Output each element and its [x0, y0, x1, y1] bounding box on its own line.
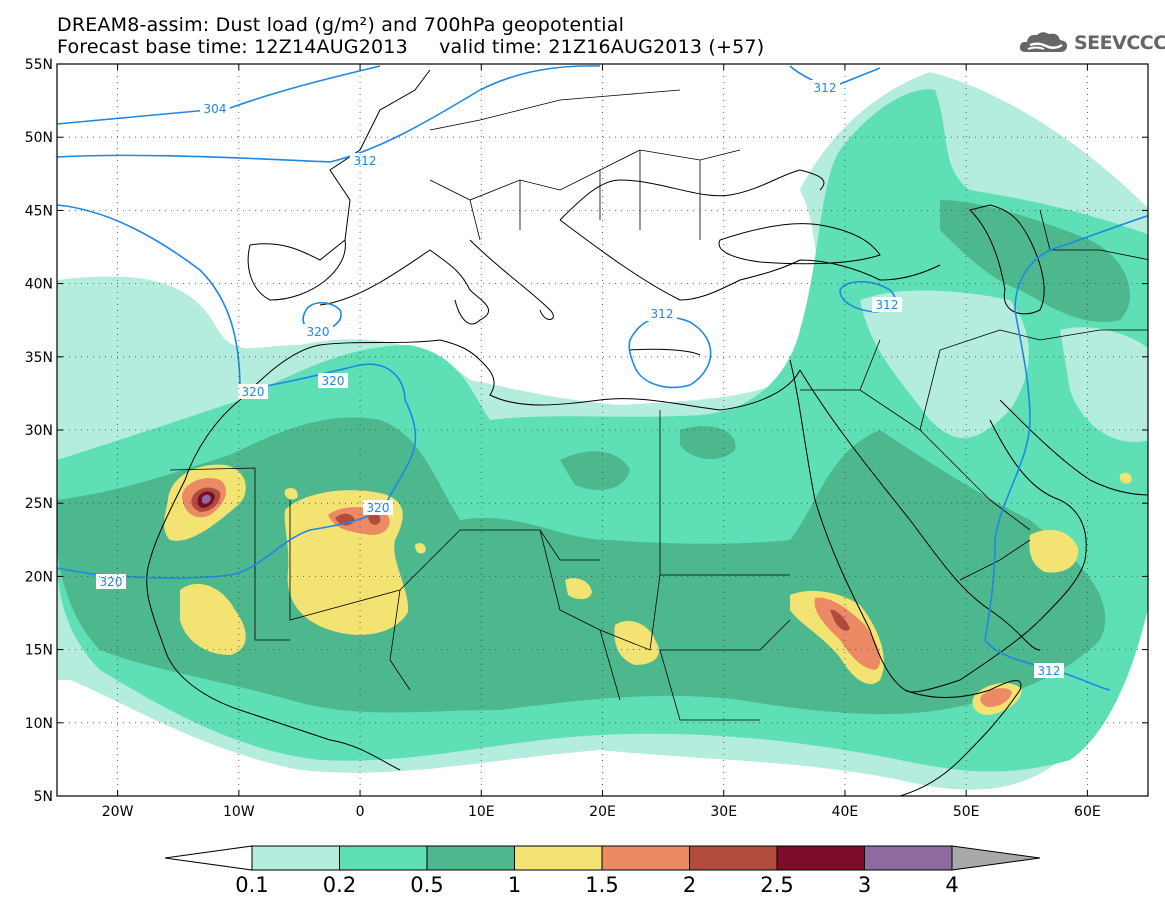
- coastline-arabia-east: [904, 419, 1087, 693]
- lat-label: 10N: [25, 716, 53, 732]
- colorbar-box: [251, 845, 340, 871]
- dust-region-0.5-egypt: [680, 426, 736, 460]
- dust-region-0.1-east: [860, 290, 1029, 439]
- colorbar-label: 4: [945, 873, 958, 897]
- contour-label: 320: [242, 385, 265, 399]
- lat-label: 40N: [25, 277, 53, 293]
- logo-text: SEEVCCC: [1074, 32, 1165, 54]
- contour-label: 312: [354, 154, 377, 168]
- cloud-icon: [1019, 32, 1068, 52]
- lon-label: 30E: [710, 804, 737, 820]
- coastline-crete: [629, 348, 701, 356]
- colorbar-box: [864, 845, 953, 871]
- coastline-africa-north: [239, 339, 801, 411]
- lon-label: 10E: [468, 804, 495, 820]
- axis-ticks: [57, 63, 1148, 797]
- colorbar-box: [514, 845, 603, 871]
- graticule: [57, 64, 1148, 796]
- longitude-labels: 20W 10W 0 10E 20E 30E 40E 50E 60E: [102, 804, 1101, 820]
- dust-region-3.0: [202, 494, 211, 504]
- colorbar-box: [339, 845, 428, 871]
- contour-label: 320: [100, 575, 123, 589]
- dust-region-1.5-sudan: [814, 597, 881, 670]
- lat-label: 35N: [25, 350, 53, 366]
- borders-africa: [169, 410, 791, 721]
- dust-field: [57, 72, 1148, 790]
- dust-region-1.0-oman: [1029, 529, 1079, 573]
- lat-label: 45N: [25, 203, 53, 219]
- coastlines: [146, 69, 1148, 796]
- colorbar-label: 2.5: [760, 873, 793, 897]
- colorbar-label: 0.5: [410, 873, 443, 897]
- dust-region-0.1-iran: [1060, 327, 1148, 442]
- borders-middle-east: [800, 209, 1148, 581]
- colorbar-label: 1: [508, 873, 521, 897]
- colorbar-box: [601, 845, 690, 871]
- title-line-2: Forecast base time: 12Z14AUG2013 valid t…: [57, 36, 765, 58]
- dust-region-1.5-somalia: [980, 688, 1012, 708]
- coastline-red-sea: [789, 359, 1041, 691]
- contour-312-north: [57, 65, 601, 163]
- latitude-labels: 5N 10N 15N 20N 25N 30N 35N 40N 45N 50N 55N: [25, 57, 53, 805]
- colorbar-label: 3: [858, 873, 871, 897]
- dust-region-0.5-libya: [560, 451, 630, 490]
- contour-label: 304: [204, 102, 227, 116]
- contour-label: 312: [651, 307, 674, 321]
- contour-320-west: [57, 204, 241, 391]
- lon-label: 60E: [1074, 804, 1101, 820]
- contour-label: 320: [307, 325, 330, 339]
- lon-label: 40E: [832, 804, 859, 820]
- dust-region-1.0-niger: [565, 578, 592, 600]
- colorbar-arrow-right: [951, 845, 1041, 871]
- coastline-persian: [999, 399, 1148, 496]
- colorbar-label: 2: [683, 873, 696, 897]
- borders-europe: [429, 89, 741, 241]
- contour-label: 320: [367, 501, 390, 515]
- lat-label: 15N: [25, 643, 53, 659]
- lat-label: 20N: [25, 569, 53, 585]
- coastline-black-sea: [718, 223, 881, 265]
- colorbar-arrow-left: [164, 845, 253, 871]
- lat-label: 30N: [25, 423, 53, 439]
- title-line-1: DREAM8-assim: Dust load (g/m²) and 700hP…: [57, 14, 625, 36]
- contour-label: 320: [322, 374, 345, 388]
- lat-label: 50N: [25, 130, 53, 146]
- contour-label: 312: [876, 298, 899, 312]
- contour-labels: 304 312 312 320 320 320 320 320 312 312 …: [96, 80, 1064, 678]
- colorbar-box: [776, 845, 865, 871]
- lat-label: 55N: [25, 57, 53, 73]
- dust-region-1.0-chad: [614, 620, 659, 665]
- colorbar-label: 1.5: [585, 873, 618, 897]
- contour-label: 312: [814, 81, 837, 95]
- lon-label: 10W: [223, 804, 255, 820]
- contour-label: 312: [1038, 664, 1061, 678]
- seevccc-logo: SEEVCCC: [1018, 30, 1165, 56]
- coastline-horn: [899, 680, 1022, 796]
- lat-label: 25N: [25, 496, 53, 512]
- dust-region-1.0-mali: [180, 583, 246, 655]
- lon-label: 50E: [953, 804, 980, 820]
- coastline-caspian: [969, 204, 1045, 315]
- lon-label: 0: [356, 804, 365, 820]
- colorbar-label: 0.2: [323, 873, 356, 897]
- coastline-europe: [247, 69, 941, 325]
- colorbar-box: [426, 845, 515, 871]
- lon-label: 20E: [589, 804, 616, 820]
- contour-312-aegean: [628, 316, 712, 389]
- coastline-africa-west: [146, 399, 401, 771]
- lat-label: 5N: [34, 789, 53, 805]
- colorbar-label: 0.1: [235, 873, 268, 897]
- lon-label: 20W: [102, 804, 134, 820]
- colorbar-box: [689, 845, 778, 871]
- colorbar: 0.1 0.2 0.5 1 1.5 2 2.5 3 4: [164, 845, 1041, 897]
